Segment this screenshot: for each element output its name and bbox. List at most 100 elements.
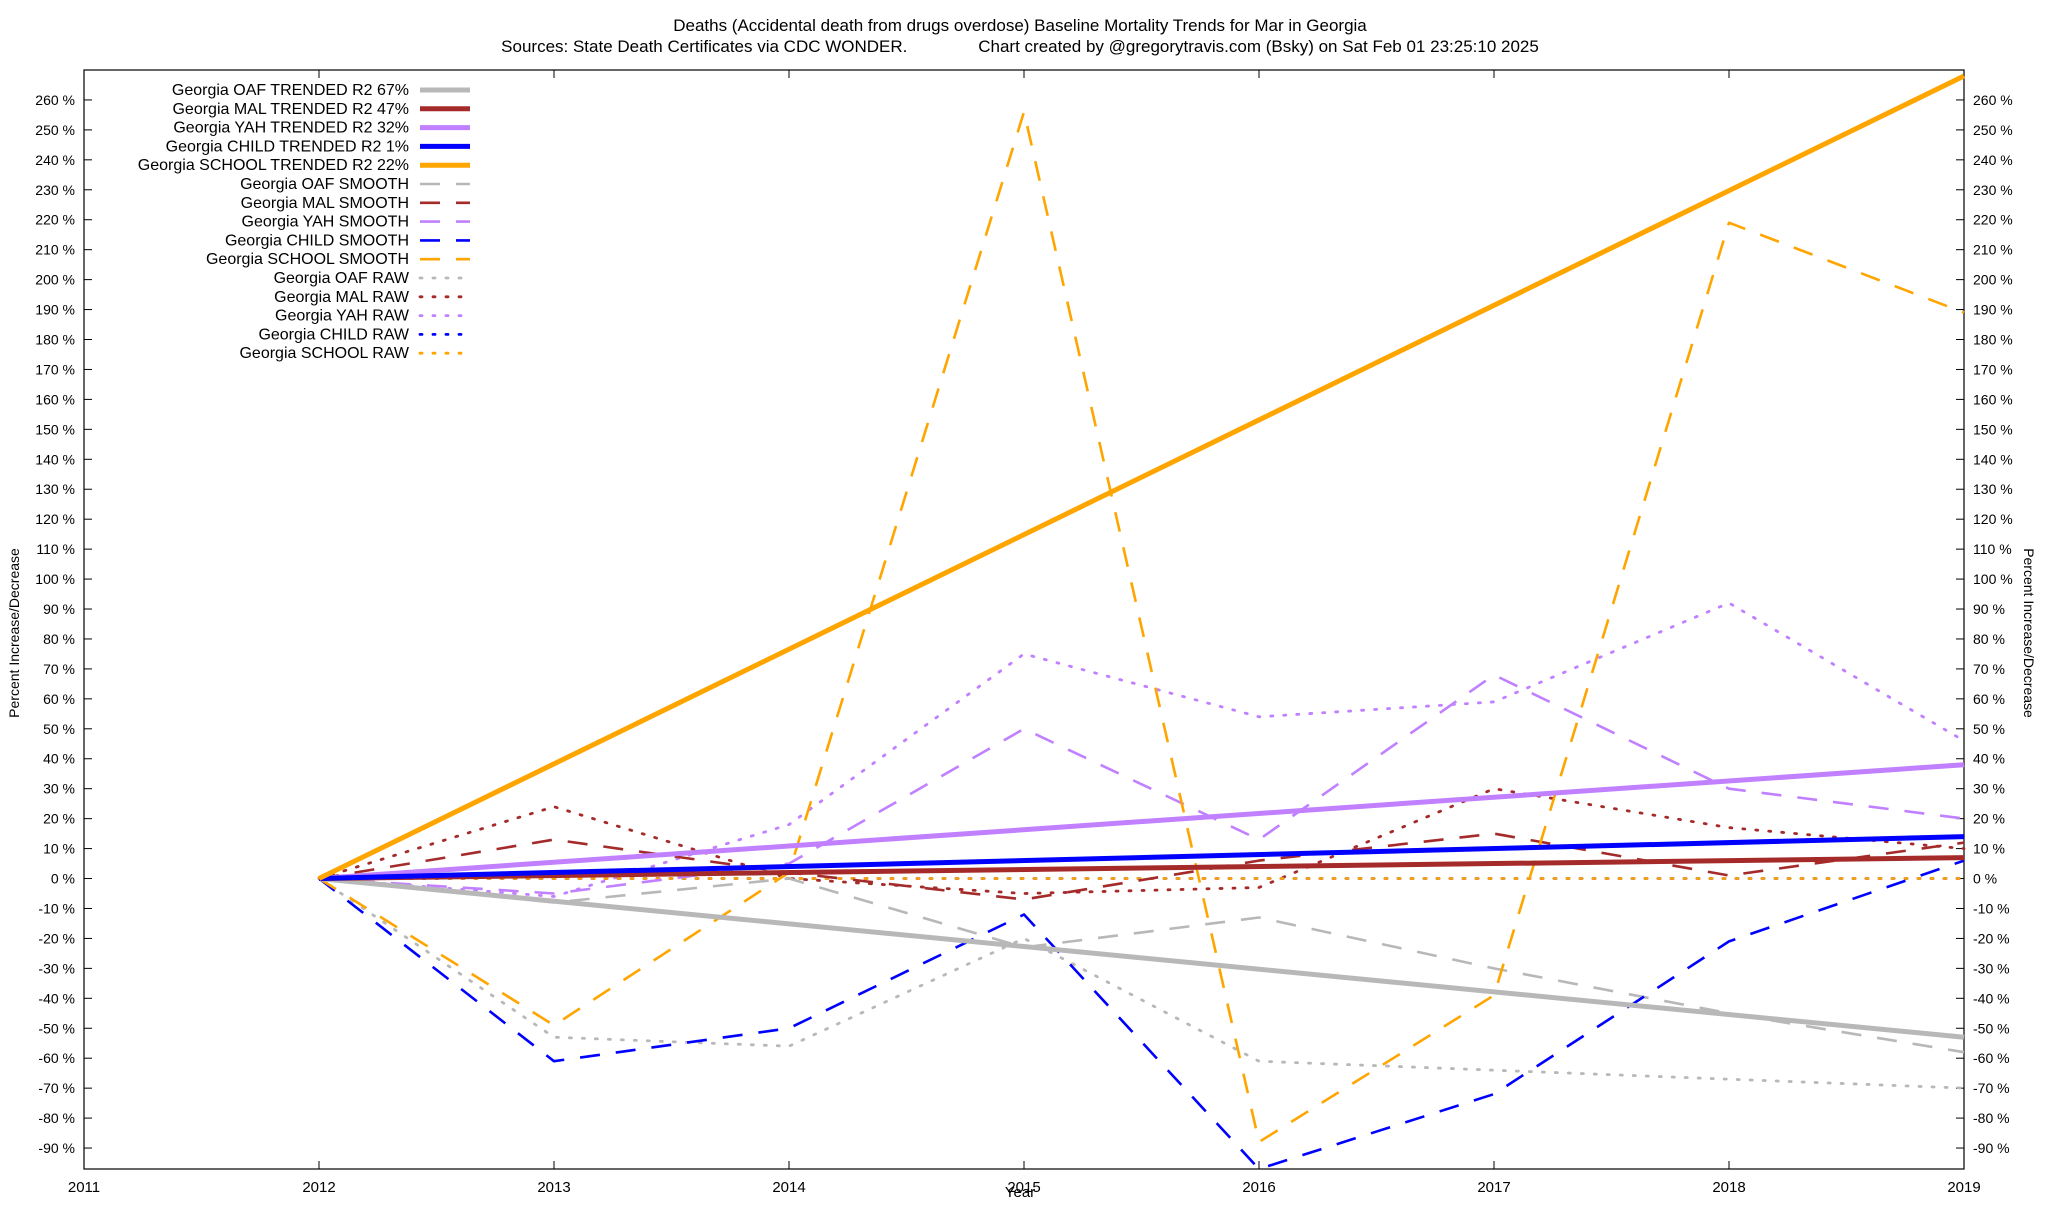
y2-tick-label: 160 %	[1973, 391, 2013, 407]
legend-label: Georgia CHILD TRENDED R2 1%	[166, 138, 409, 155]
chart-subtitle: Sources: State Death Certificates via CD…	[501, 37, 1539, 56]
y2-tick-label: -30 %	[1973, 960, 2010, 976]
y-tick-label: -80 %	[38, 1110, 75, 1126]
y-tick-label: 110 %	[36, 541, 75, 557]
legend-label: Georgia CHILD RAW	[258, 326, 409, 343]
y2-tick-label: 260 %	[1973, 92, 2013, 108]
series-line-georgia-yah-smooth	[318, 673, 1965, 895]
y2-tick-label: 240 %	[1973, 152, 2013, 168]
legend-label: Georgia SCHOOL SMOOTH	[206, 251, 409, 268]
y2-tick-label: 150 %	[1973, 421, 2013, 437]
y-tick-label: -90 %	[38, 1140, 75, 1156]
y2-tick-label: 60 %	[1973, 691, 2005, 707]
series-line-georgia-oaf-trended-r2-67	[318, 876, 1965, 1040]
y-tick-label: 160 %	[35, 391, 75, 407]
series-line-georgia-yah-raw	[317, 601, 1966, 898]
y-tick-label: -50 %	[38, 1020, 75, 1036]
y2-tick-label: 40 %	[1973, 751, 2005, 767]
y-tick-label: 20 %	[43, 811, 75, 827]
y2-tick-label: 0 %	[1973, 871, 1997, 887]
y-tick-label: 100 %	[35, 571, 75, 587]
series-line-georgia-oaf-raw	[317, 877, 1966, 1090]
legend-label: Georgia MAL SMOOTH	[241, 195, 409, 212]
x-tick-label: 2015	[1007, 1179, 1040, 1196]
legend-label: Georgia CHILD SMOOTH	[225, 232, 409, 249]
series-line-georgia-mal-smooth	[318, 832, 1965, 901]
y-tick-label: 0 %	[51, 871, 75, 887]
y2-tick-label: 170 %	[1973, 361, 2013, 377]
legend-label: Georgia SCHOOL TRENDED R2 22%	[138, 157, 409, 174]
series-line-georgia-school-trended-r2-22	[317, 73, 1966, 881]
y-tick-label: 230 %	[35, 182, 75, 198]
y-tick-label: -20 %	[38, 930, 75, 946]
series-line-georgia-yah-trended-r2-32	[318, 762, 1965, 881]
y2-tick-label: 20 %	[1973, 811, 2005, 827]
y2-tick-label: 30 %	[1973, 781, 2005, 797]
legend-label: Georgia MAL RAW	[274, 289, 410, 306]
y-tick-label: -40 %	[38, 990, 75, 1006]
x-axis-label: Year	[1005, 1184, 1035, 1200]
x-tick-label: 2016	[1242, 1179, 1275, 1196]
y-tick-label: -60 %	[38, 1050, 75, 1066]
y-tick-label: 220 %	[35, 212, 75, 228]
y2-tick-label: 190 %	[1973, 302, 2013, 318]
y-tick-label: 80 %	[43, 631, 75, 647]
y2-tick-label: 50 %	[1973, 721, 2005, 737]
legend-label: Georgia SCHOOL RAW	[239, 345, 409, 362]
y2-tick-label: 10 %	[1973, 841, 2005, 857]
legend-label: Georgia YAH SMOOTH	[242, 214, 409, 231]
x-tick-label: 2011	[68, 1179, 100, 1196]
y-tick-label: 140 %	[35, 451, 75, 467]
y2-tick-label: 250 %	[1973, 122, 2013, 138]
y2-tick-label: -70 %	[1973, 1080, 2010, 1096]
y2-tick-label: 230 %	[1973, 182, 2013, 198]
y2-tick-label: -50 %	[1973, 1020, 2010, 1036]
series-line-georgia-school-smooth	[318, 110, 1965, 1144]
x-tick-label: 2018	[1712, 1179, 1745, 1196]
y2-tick-label: 100 %	[1973, 571, 2013, 587]
y2-tick-label: 200 %	[1973, 272, 2013, 288]
y-tick-label: -70 %	[38, 1080, 75, 1096]
chart-title: Deaths (Accidental death from drugs over…	[673, 16, 1367, 35]
y-tick-label: -30 %	[38, 960, 75, 976]
y2-tick-label: -10 %	[1973, 900, 2010, 916]
y-axis-label: Percent Increase/Decrease	[6, 548, 22, 718]
y2-tick-label: 220 %	[1973, 212, 2013, 228]
y2-tick-label: 90 %	[1973, 601, 2005, 617]
y-tick-label: 210 %	[35, 242, 75, 258]
y-tick-label: 200 %	[35, 272, 75, 288]
legend: Georgia OAF TRENDED R2 67% Georgia MAL TR…	[138, 82, 472, 362]
y2-tick-label: -60 %	[1973, 1050, 2010, 1066]
y-tick-label: 250 %	[35, 122, 75, 138]
y2-tick-label: -80 %	[1973, 1110, 2010, 1126]
series-line-georgia-mal-raw	[317, 787, 1966, 895]
x-tick-label: 2014	[772, 1179, 805, 1196]
y2-tick-label: 80 %	[1973, 631, 2005, 647]
series-line-georgia-oaf-smooth	[318, 877, 1965, 1054]
y-tick-label: 90 %	[43, 601, 75, 617]
y2-tick-label: 70 %	[1973, 661, 2005, 677]
y-tick-label: 190 %	[35, 302, 75, 318]
y-tick-label: 10 %	[43, 841, 75, 857]
y-tick-label: -10 %	[38, 900, 75, 916]
series-line-georgia-mal-trended-r2-47	[318, 855, 1965, 881]
x-tick-label: 2019	[1947, 1179, 1980, 1196]
y-tick-label: 240 %	[35, 152, 75, 168]
axis-ticks: 2011 2012 2013 2014 2015 2016 2017 2018 2019 -90 …	[35, 70, 2013, 1196]
y2-tick-label: 140 %	[1973, 451, 2013, 467]
y-tick-label: 150 %	[35, 421, 75, 437]
y-tick-label: 170 %	[35, 361, 75, 377]
y-tick-label: 70 %	[43, 661, 75, 677]
legend-label: Georgia OAF RAW	[274, 270, 410, 287]
y-tick-label: 60 %	[43, 691, 75, 707]
y2-tick-label: 180 %	[1973, 332, 2013, 348]
y2-tick-label: 120 %	[1973, 511, 2013, 527]
y2-tick-label: -20 %	[1973, 930, 2010, 946]
series-layer	[317, 73, 1966, 1171]
y2-tick-label: -90 %	[1973, 1140, 2010, 1156]
y2-axis-label: Percent Increase/Decrease	[2021, 548, 2037, 718]
y2-tick-label: 130 %	[1973, 481, 2013, 497]
legend-label: Georgia OAF TRENDED R2 67%	[172, 82, 409, 99]
